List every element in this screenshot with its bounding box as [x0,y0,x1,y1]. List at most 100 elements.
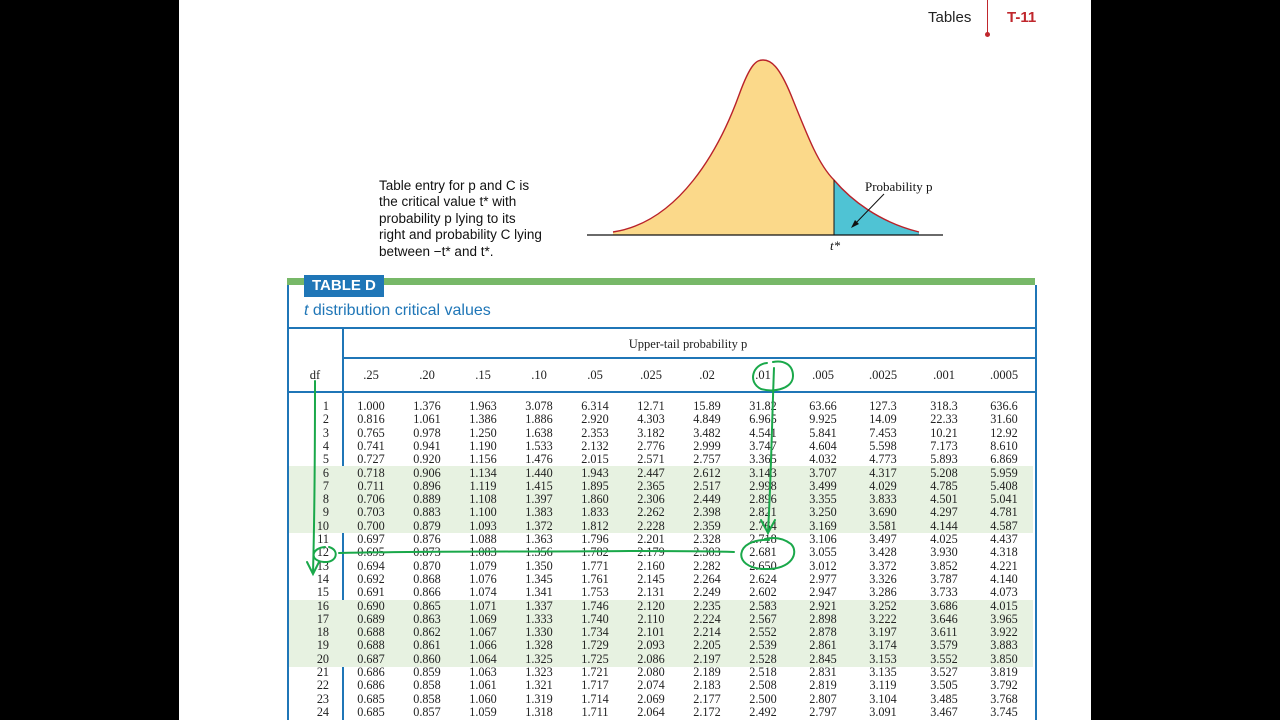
value-cell: 3.197 [869,625,897,640]
value-cell: 1.321 [525,678,553,693]
value-cell: 4.785 [930,478,958,493]
value-cell: 0.978 [413,425,441,440]
title-rule [287,327,1035,329]
column-header: .01 [755,368,771,382]
value-cell: 0.816 [357,412,385,427]
table-row: 5 0.727 0.920 1.156 1.476 2.015 2.571 2.757 3.36… [289,452,1033,467]
value-cell: 2.145 [637,571,665,586]
value-cell: 1.386 [469,412,497,427]
value-cell: 4.029 [869,478,897,493]
value-cell: 1.729 [581,638,609,653]
df-cell: 24 [316,704,329,719]
value-cell: 3.135 [869,665,897,679]
value-cell: 2.069 [637,691,665,706]
value-cell: 2.235 [693,598,721,613]
value-cell: 1.074 [469,585,497,600]
caption-line: Table entry for p and C is [379,178,530,193]
value-cell: 2.328 [693,532,721,546]
arrowhead-col-01 [760,519,776,536]
value-cell: 2.681 [749,545,777,560]
value-cell: 3.106 [809,532,837,546]
value-cell: 1.345 [525,571,553,586]
df-cell: 20 [316,651,329,666]
value-cell: 0.691 [357,585,385,600]
value-cell: 1.796 [581,532,609,546]
value-cell: 1.734 [581,625,609,640]
value-cell: 3.611 [930,625,958,640]
value-cell: 4.303 [637,412,665,427]
value-cell: 2.845 [809,651,837,666]
value-cell: 3.104 [869,691,897,706]
table-row: 3 0.765 0.978 1.250 1.638 2.353 3.182 3.482 4.54… [289,425,1033,440]
value-cell: 2.264 [693,571,721,586]
value-cell: 4.073 [990,585,1018,600]
value-cell: 2.921 [809,598,837,613]
value-cell: 4.773 [869,452,897,467]
value-cell: 5.893 [930,452,958,467]
value-cell: 4.604 [809,438,837,453]
value-cell: 3.833 [869,492,897,507]
value-cell: 2.306 [637,492,665,507]
value-cell: 1.079 [469,558,497,573]
df-cell: 15 [316,585,329,600]
value-cell: 0.718 [357,465,385,480]
value-cell: 5.041 [990,492,1018,507]
value-cell: 1.812 [581,518,609,533]
value-cell: 2.015 [581,452,609,467]
value-cell: 2.064 [637,704,665,719]
value-cell: 1.319 [525,691,553,706]
value-cell: 3.686 [930,598,958,613]
value-cell: 0.741 [357,438,385,453]
value-cell: 1.067 [469,625,497,640]
table-row: 9 0.703 0.883 1.100 1.383 1.833 2.262 2.398 2.82… [289,506,1033,520]
circle-col-01 [752,360,795,392]
value-cell: 1.063 [469,665,497,679]
value-cell: 5.841 [809,425,837,440]
value-cell: 2.197 [693,651,721,666]
value-cell: 0.700 [357,518,385,533]
table-row: 22 0.686 0.858 1.061 1.321 1.717 2.074 2.183 2.5… [289,678,1033,693]
value-cell: 2.189 [693,665,721,679]
table-row: 7 0.711 0.896 1.119 1.415 1.895 2.365 2.517 2.99… [289,478,1033,493]
table-row: 1 1.000 1.376 1.963 3.078 6.314 12.71 15.89 31.8… [289,399,1033,413]
band-16-20 [289,600,1033,667]
value-cell: 0.870 [413,558,441,573]
table-row: 18 0.688 0.862 1.067 1.330 1.734 2.101 2.214 2.5… [289,625,1033,640]
value-cell: 0.879 [413,518,441,533]
value-cell: 1.325 [525,651,553,666]
value-cell: 2.074 [637,678,665,693]
table-frame [287,285,1037,720]
value-cell: 1.328 [525,638,553,653]
value-cell: 1.088 [469,532,497,546]
df-cell: 7 [322,478,329,493]
value-cell: 1.860 [581,492,609,507]
table-row: 16 0.690 0.865 1.071 1.337 1.746 2.120 2.235 2.5… [289,598,1033,613]
value-cell: 0.906 [413,465,441,480]
value-cell: 3.169 [809,518,837,533]
column-header: .15 [475,368,491,382]
value-cell: 10.21 [930,425,958,440]
value-cell: 3.747 [749,438,777,453]
value-cell: 3.174 [869,638,897,653]
value-cell: 2.205 [693,638,721,653]
value-cell: 2.539 [749,638,777,653]
value-cell: 4.437 [990,532,1018,546]
value-cell: 0.860 [413,651,441,666]
df-cell: 22 [316,678,329,693]
value-cell: 3.505 [930,678,958,693]
table-row: 21 0.686 0.859 1.063 1.323 1.721 2.080 2.189 2.5… [289,665,1033,679]
value-cell: 31.82 [749,399,777,413]
value-cell: 2.224 [693,611,721,626]
value-cell: 1.337 [525,598,553,613]
value-cell: 0.868 [413,571,441,586]
value-cell: 2.110 [637,611,665,626]
caption-line: the critical value t* with [379,194,517,210]
df-cell: 21 [316,665,329,679]
table-row: 13 0.694 0.870 1.079 1.350 1.771 2.160 2.282 2.6… [289,558,1033,573]
df-cell: 6 [322,465,329,480]
value-cell: 15.89 [693,399,721,413]
value-cell: 0.876 [413,532,441,546]
value-cell: 3.707 [809,465,837,480]
value-cell: 3.922 [990,625,1018,640]
value-cell: 2.807 [809,691,837,706]
